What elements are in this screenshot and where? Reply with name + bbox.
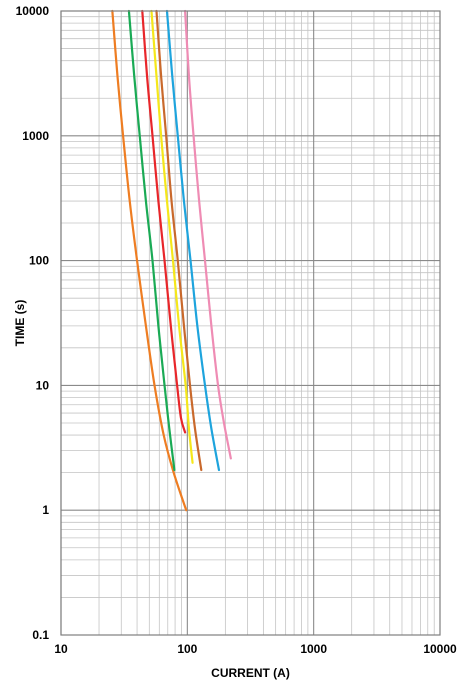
plot-frame	[60, 10, 441, 636]
y-tick-label: 10000	[16, 4, 50, 18]
y-tick-label: 100	[29, 254, 49, 268]
curve-series	[111, 9, 232, 512]
y-tick-labels: 0.1 1 10 100 1000 10000	[16, 4, 50, 642]
x-tick-label: 10000	[423, 642, 457, 656]
series-curve-5	[155, 9, 203, 472]
series-curve-6	[165, 9, 221, 472]
x-axis-label: CURRENT (A)	[211, 666, 290, 680]
series-curve-1	[111, 9, 188, 512]
x-tick-labels: 10 100 1000 10000	[54, 642, 457, 656]
series-curve-3	[141, 9, 187, 434]
y-axis-label: TIME (s)	[13, 300, 27, 347]
y-tick-label: 1	[42, 503, 49, 517]
y-tick-label: 1000	[22, 129, 49, 143]
x-tick-label: 1000	[300, 642, 327, 656]
y-tick-label: 0.1	[32, 628, 49, 642]
series-curve-7	[183, 9, 232, 460]
series-curve-4	[150, 9, 194, 464]
y-tick-label: 10	[36, 378, 50, 392]
minor-gridlines	[61, 11, 440, 635]
series-curve-2	[127, 9, 176, 472]
x-tick-label: 100	[177, 642, 197, 656]
x-tick-label: 10	[54, 642, 68, 656]
